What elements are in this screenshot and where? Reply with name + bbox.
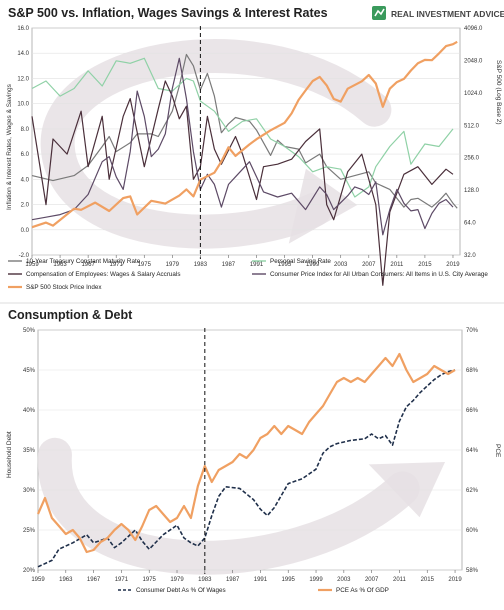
y-tick-label: 16.0 bbox=[17, 26, 29, 32]
y2-tick-label: 70% bbox=[466, 328, 479, 334]
x-tick-label: 1983 bbox=[194, 262, 208, 268]
legend-label: S&P 500 Stock Price Index bbox=[26, 284, 102, 291]
x-tick-label: 1963 bbox=[59, 577, 73, 583]
x-tick-label: 1999 bbox=[309, 577, 323, 583]
y2-tick-label: 58% bbox=[466, 568, 479, 574]
y-tick-label: 0.0 bbox=[21, 228, 30, 234]
y-tick-label: 4.0 bbox=[21, 177, 30, 183]
brand-name: REAL INVESTMENT ADVICE bbox=[391, 9, 504, 19]
chart2-title: Consumption & Debt bbox=[8, 308, 133, 322]
x-tick-label: 1999 bbox=[306, 262, 320, 268]
y2-tick-label: 64.0 bbox=[464, 221, 476, 227]
x-tick-label: 2019 bbox=[446, 262, 460, 268]
legend-label: Compensation of Employees: Wages & Salar… bbox=[26, 271, 180, 278]
x-tick-label: 1975 bbox=[143, 577, 157, 583]
y2-tick-label: 66% bbox=[466, 408, 479, 414]
x-tick-label: 1991 bbox=[250, 262, 264, 268]
y-tick-label: -2.0 bbox=[19, 253, 30, 259]
y2-tick-label: 2048.0 bbox=[464, 58, 483, 64]
x-tick-label: 1959 bbox=[31, 577, 45, 583]
y-tick-label: 2.0 bbox=[21, 203, 30, 209]
chart1-y2-axis-label: S&P 500 (Log Base 2) bbox=[495, 60, 502, 125]
legend-label: Personal Saving Rate bbox=[270, 258, 331, 265]
y-tick-label: 14.0 bbox=[17, 51, 29, 57]
y2-tick-label: 62% bbox=[466, 488, 479, 494]
x-tick-label: 2019 bbox=[448, 577, 462, 583]
x-tick-label: 2003 bbox=[334, 262, 348, 268]
series-line-0 bbox=[37, 369, 456, 568]
x-tick-label: 1959 bbox=[25, 262, 39, 268]
y-tick-label: 45% bbox=[23, 368, 36, 374]
chart2-y2-axis-label: PCE bbox=[494, 444, 501, 458]
background-arrow bbox=[40, 39, 392, 249]
y2-tick-label: 512.0 bbox=[464, 123, 480, 129]
y-tick-label: 40% bbox=[23, 408, 36, 414]
x-tick-label: 2011 bbox=[393, 577, 407, 583]
x-tick-label: 1979 bbox=[170, 577, 184, 583]
y-tick-label: 6.0 bbox=[21, 152, 30, 158]
y-tick-label: 25% bbox=[23, 528, 36, 534]
y-tick-label: 12.0 bbox=[17, 76, 29, 82]
y-tick-label: 20% bbox=[23, 568, 36, 574]
background-arrowhead bbox=[368, 462, 446, 518]
x-tick-label: 2015 bbox=[421, 577, 435, 583]
x-tick-label: 2007 bbox=[365, 577, 379, 583]
x-tick-label: 1963 bbox=[53, 262, 67, 268]
series-line-3 bbox=[31, 57, 454, 236]
x-tick-label: 1971 bbox=[115, 577, 129, 583]
series-line-0 bbox=[31, 53, 458, 209]
y2-tick-label: 256.0 bbox=[464, 156, 480, 162]
legend-label: Consumer Debt As % Of Wages bbox=[136, 587, 226, 594]
y2-tick-label: 32.0 bbox=[464, 253, 476, 259]
legend-label: Consumer Price Index for All Urban Consu… bbox=[270, 271, 488, 278]
series-line-1 bbox=[31, 57, 454, 198]
x-tick-label: 1971 bbox=[110, 262, 124, 268]
x-tick-label: 2015 bbox=[418, 262, 432, 268]
y-tick-label: 35% bbox=[23, 448, 36, 454]
x-tick-label: 2011 bbox=[390, 262, 404, 268]
x-tick-label: 1967 bbox=[81, 262, 95, 268]
y-tick-label: 10.0 bbox=[17, 102, 29, 108]
y-tick-label: 50% bbox=[23, 328, 36, 334]
x-tick-label: 2007 bbox=[362, 262, 376, 268]
x-tick-label: 1979 bbox=[166, 262, 180, 268]
chart2-y-axis-label: Household Debt bbox=[6, 431, 13, 478]
x-tick-label: 1995 bbox=[278, 262, 292, 268]
y-tick-label: 30% bbox=[23, 488, 36, 494]
y2-tick-label: 128.0 bbox=[464, 188, 480, 194]
background-arrowhead bbox=[288, 168, 358, 244]
x-tick-label: 1967 bbox=[87, 577, 101, 583]
chart1-title: S&P 500 vs. Inflation, Wages Savings & I… bbox=[8, 6, 328, 20]
x-tick-label: 1987 bbox=[226, 577, 240, 583]
series-line-1 bbox=[36, 352, 456, 554]
y2-tick-label: 1024.0 bbox=[464, 91, 483, 97]
y2-tick-label: 64% bbox=[466, 448, 479, 454]
y2-tick-label: 60% bbox=[466, 528, 479, 534]
x-tick-label: 1991 bbox=[254, 577, 268, 583]
background-arrow bbox=[37, 437, 420, 575]
chart1-y-axis-label: Inflation & Interest Rates, Wages & Savi… bbox=[6, 83, 13, 210]
legend-label: 10-Year Treasury Constant Maturity Rate bbox=[26, 258, 141, 265]
x-tick-label: 1987 bbox=[222, 262, 236, 268]
x-tick-label: 1975 bbox=[138, 262, 152, 268]
series-line-4 bbox=[31, 40, 458, 229]
x-tick-label: 1983 bbox=[198, 577, 212, 583]
y2-tick-label: 68% bbox=[466, 368, 479, 374]
legend-label: PCE As % Of GDP bbox=[336, 587, 389, 594]
x-tick-label: 1995 bbox=[282, 577, 296, 583]
brand-logo: REAL INVESTMENT ADVICE bbox=[372, 6, 504, 20]
y-tick-label: 8.0 bbox=[21, 127, 30, 133]
y2-tick-label: 4096.0 bbox=[464, 26, 483, 32]
x-tick-label: 2003 bbox=[337, 577, 351, 583]
